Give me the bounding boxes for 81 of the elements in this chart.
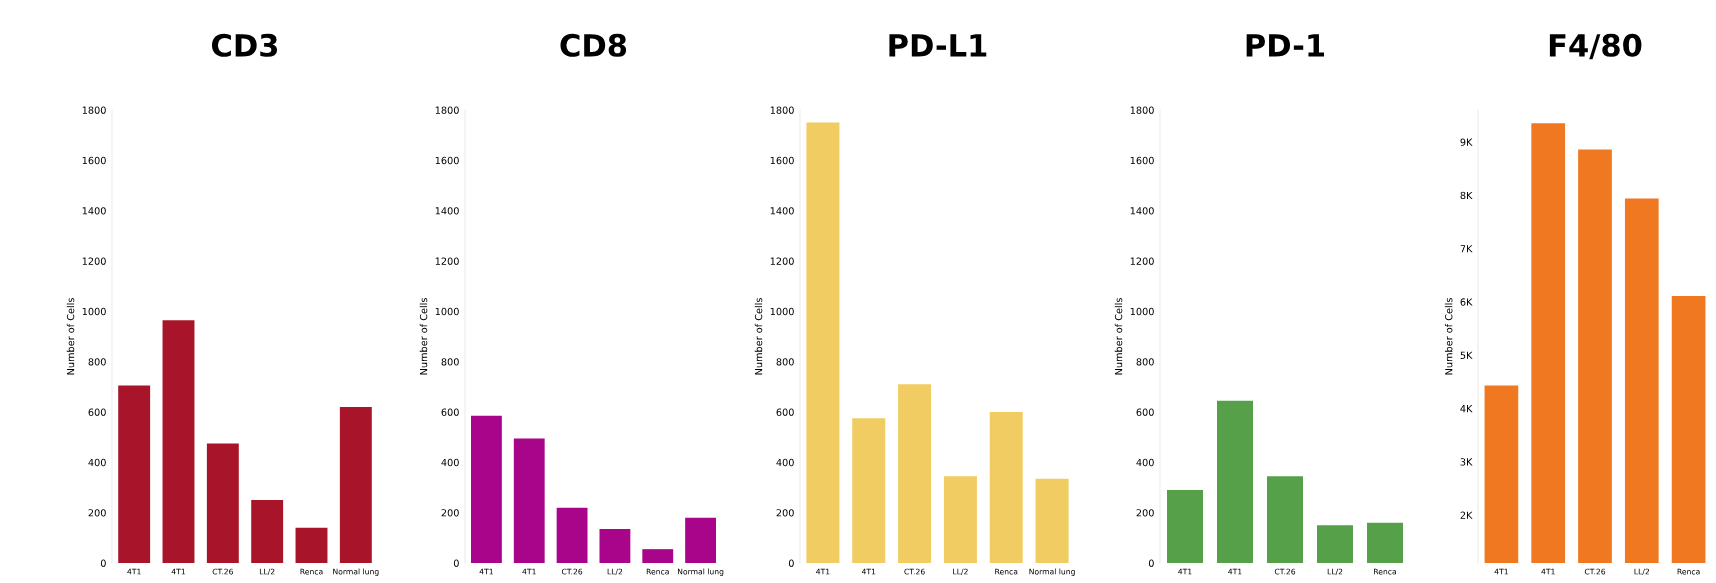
y-tick-label: 800 [1136,358,1154,366]
bar [1317,525,1353,563]
y-tick-label: 0 [453,559,459,567]
y-tick-label: 0 [788,559,794,567]
y-tick-label: 4K [1460,405,1473,413]
bar [599,529,631,563]
y-tick-label: 1400 [1130,207,1154,215]
y-tick-label: 1400 [770,207,794,215]
y-tick-label: 1400 [82,207,106,215]
bar [295,527,328,563]
y-tick-label: 6K [1460,298,1473,306]
bar [642,549,674,563]
y-tick-label: 600 [88,408,106,416]
y-tick-label: 1200 [1130,257,1154,265]
y-axis-title: Number of Cells [754,298,763,375]
bar [898,384,932,563]
y-tick-label: 1000 [435,307,459,316]
y-tick-label: 1000 [1130,307,1154,316]
y-tick-label: 9K [1460,138,1473,146]
y-tick-label: 1000 [770,307,794,316]
y-tick-label: 200 [1136,509,1154,517]
chart-title: F4/80 [1549,33,1642,60]
y-tick-label: 400 [1136,458,1154,467]
y-tick-label: 3K [1460,458,1473,466]
y-tick-label: 7K [1460,245,1473,253]
y-tick-label: 1000 [82,307,106,316]
y-tick-label: 600 [1136,408,1154,416]
y-axis-title: Number of Cells [66,298,75,375]
y-axis-title: Number of Cells [1444,298,1453,375]
chart-title: PD-L1 [889,34,987,57]
bar [162,320,195,563]
y-tick-label: 1200 [770,257,794,265]
y-tick-label: 0 [1148,559,1154,567]
bar [339,406,372,563]
y-tick-label: 8K [1460,191,1473,200]
bar [118,385,151,563]
bar [1167,490,1203,563]
bar [1367,522,1403,563]
y-tick-label: 1800 [1130,106,1154,114]
y-tick-label: 5K [1460,351,1473,359]
bar [471,415,502,563]
y-tick-label: 1600 [82,156,106,165]
y-tick-label: 800 [441,358,459,366]
bar [852,418,886,563]
bar [1267,476,1303,563]
y-tick-label: 200 [441,509,459,517]
y-tick-label: 0 [100,559,106,567]
bar [1035,478,1069,563]
bar [685,517,716,563]
bar [556,507,588,563]
chart-title: CD8 [560,33,627,57]
y-tick-label: 200 [776,509,794,517]
y-tick-label: 600 [441,408,459,416]
y-tick-label: 1800 [435,106,459,114]
y-tick-label: 1600 [1130,156,1154,165]
bar [943,476,977,563]
y-tick-label: 1400 [435,207,459,215]
y-tick-label: 1600 [770,156,794,165]
bar [251,500,284,563]
y-axis-title: Number of Cells [419,298,428,375]
bar [206,443,239,563]
bar [989,412,1023,563]
y-tick-label: 800 [88,358,106,366]
y-tick-label: 200 [88,509,106,517]
y-tick-label: 1200 [435,257,459,265]
y-tick-label: 1800 [770,106,794,114]
y-tick-label: 1600 [435,156,459,165]
y-tick-label: 400 [441,458,459,467]
y-tick-label: 600 [776,408,794,416]
bar [806,122,840,563]
bar [513,438,545,563]
y-axis-title: Number of Cells [1114,298,1123,375]
y-tick-label: 400 [776,458,794,467]
chart-title: CD3 [212,33,278,57]
y-tick-label: 1200 [82,257,106,265]
bar [1217,400,1253,563]
y-tick-label: 1800 [82,106,106,114]
chart-title: PD-1 [1246,34,1325,57]
y-tick-label: 400 [88,458,106,467]
y-tick-label: 800 [776,358,794,366]
y-tick-label: 2K [1460,511,1473,519]
